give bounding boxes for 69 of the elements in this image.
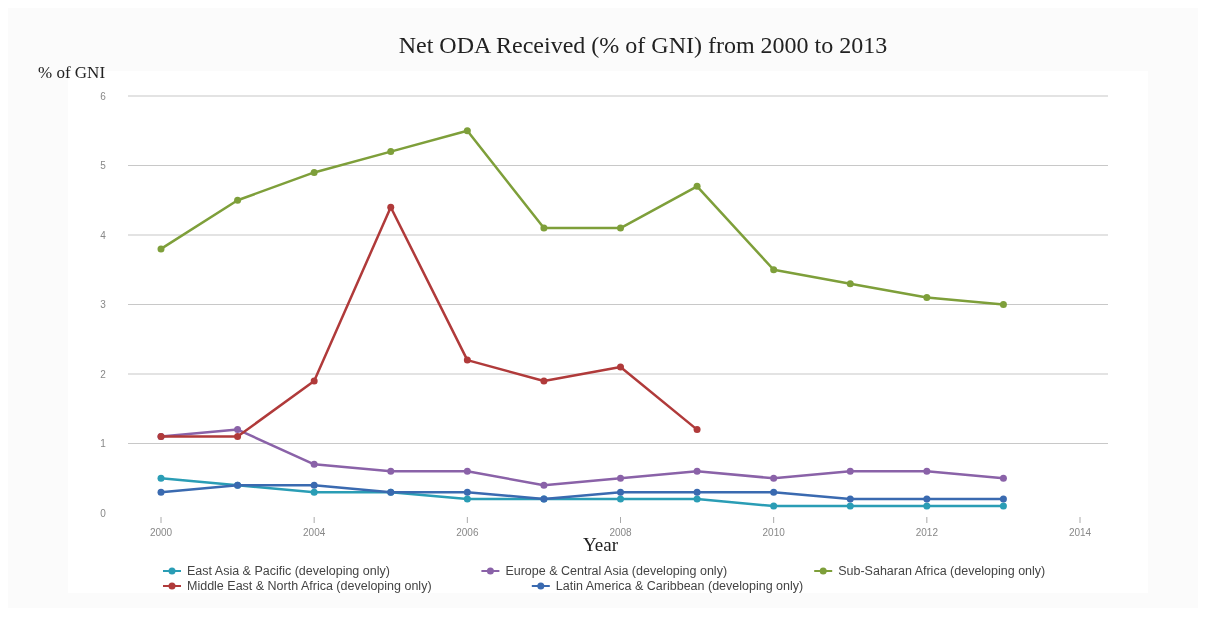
- point: [463, 488, 471, 496]
- point: [693, 182, 701, 190]
- y-tick-label: 4: [100, 229, 107, 241]
- point: [923, 294, 931, 302]
- point: [999, 502, 1007, 510]
- x-tick-label: 2014: [1068, 527, 1092, 538]
- legend-label: Europe & Central Asia (developing only): [505, 564, 728, 579]
- point: [770, 488, 778, 496]
- point: [693, 467, 701, 475]
- point: [617, 224, 624, 232]
- y-axis-title: % of GNI: [38, 63, 106, 82]
- point: [846, 467, 854, 475]
- point: [310, 488, 318, 496]
- point: [693, 426, 701, 434]
- point: [617, 488, 624, 496]
- point: [770, 474, 778, 482]
- point: [540, 377, 548, 385]
- point: [617, 495, 624, 503]
- y-tick-label: 3: [100, 299, 107, 310]
- point: [463, 356, 471, 364]
- point: [846, 280, 854, 288]
- point: [157, 488, 165, 496]
- y-tick-label: 5: [100, 160, 107, 171]
- legend-label: Latin America & Caribbean (developing only): [555, 579, 804, 594]
- legend-label: East Asia & Pacific (developing only): [187, 564, 390, 579]
- point: [157, 474, 165, 482]
- point: [693, 495, 701, 503]
- point: [693, 488, 701, 496]
- point: [463, 495, 471, 503]
- x-tick-label: 2000: [149, 527, 173, 538]
- point: [387, 148, 395, 156]
- point: [463, 127, 471, 135]
- point: [157, 245, 165, 253]
- y-tick-label: 1: [100, 438, 107, 449]
- point: [999, 495, 1007, 503]
- legend-label: Middle East & North Africa (developing only): [187, 579, 432, 594]
- point: [846, 495, 854, 503]
- x-tick-label: 2012: [915, 527, 939, 538]
- point: [923, 502, 931, 510]
- point: [310, 481, 318, 489]
- x-tick-label: 2008: [609, 527, 633, 538]
- point: [234, 426, 242, 434]
- point: [234, 196, 242, 204]
- x-tick-label: 2004: [303, 527, 326, 538]
- point: [540, 481, 548, 489]
- chart-title: Net ODA Received (% of GNI) from 2000 to 2013: [398, 32, 888, 58]
- point: [310, 377, 318, 385]
- y-tick-label: 2: [100, 368, 107, 380]
- y-tick-label: 6: [100, 90, 107, 102]
- point: [540, 224, 548, 232]
- point: [387, 203, 395, 211]
- y-tick-label: 0: [100, 507, 107, 519]
- point: [999, 301, 1007, 308]
- point: [463, 467, 471, 475]
- point: [387, 467, 395, 475]
- point: [234, 433, 242, 441]
- point: [923, 495, 931, 503]
- x-tick-label: 2010: [762, 527, 786, 538]
- point: [310, 168, 318, 176]
- point: [846, 502, 854, 510]
- point: [770, 266, 778, 274]
- point: [923, 467, 931, 475]
- legend-label: Sub-Saharan Africa (developing only): [838, 564, 1046, 579]
- point: [770, 502, 778, 510]
- point: [999, 474, 1007, 482]
- point: [617, 474, 624, 482]
- x-tick-label: 2006: [456, 527, 479, 538]
- point: [617, 363, 624, 371]
- point: [310, 460, 318, 468]
